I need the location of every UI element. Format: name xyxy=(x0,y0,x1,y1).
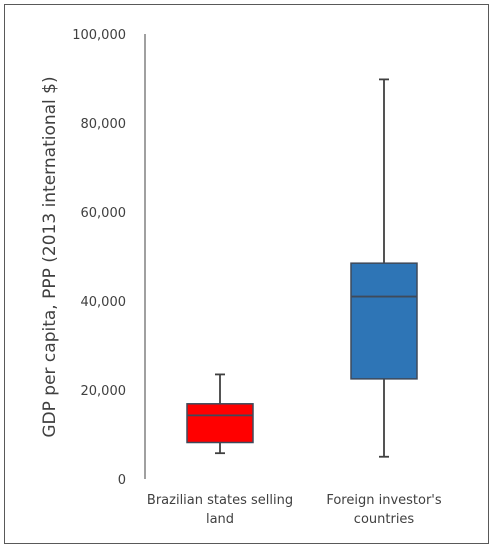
box-iqr xyxy=(350,262,418,380)
y-tick-label: 20,000 xyxy=(81,384,127,399)
category-label: Brazilian states selling xyxy=(147,493,293,508)
y-tick-label: 0 xyxy=(118,473,126,488)
box-series-2 xyxy=(350,78,418,458)
box-series-1 xyxy=(186,373,254,455)
box-iqr xyxy=(186,403,254,444)
category-label: land xyxy=(206,512,234,527)
y-tick-label: 80,000 xyxy=(81,117,127,132)
y-tick-label: 100,000 xyxy=(72,28,126,43)
y-tick-label: 40,000 xyxy=(81,295,127,310)
y-tick-label: 60,000 xyxy=(81,206,127,221)
category-label: Foreign investor's xyxy=(326,493,442,508)
y-axis-title: GDP per capita, PPP (2013 international … xyxy=(40,76,60,437)
category-label: countries xyxy=(354,512,415,527)
